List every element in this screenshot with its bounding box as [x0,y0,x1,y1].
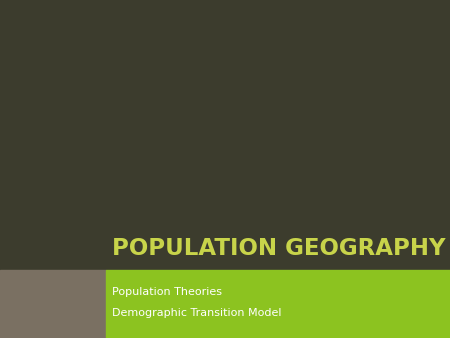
Bar [106,270,450,338]
Bar [0,270,106,338]
Text: POPULATION GEOGRAPHY: POPULATION GEOGRAPHY [112,237,446,260]
Text: Population Theories: Population Theories [112,287,222,297]
Text: Demographic Transition Model: Demographic Transition Model [112,308,282,318]
